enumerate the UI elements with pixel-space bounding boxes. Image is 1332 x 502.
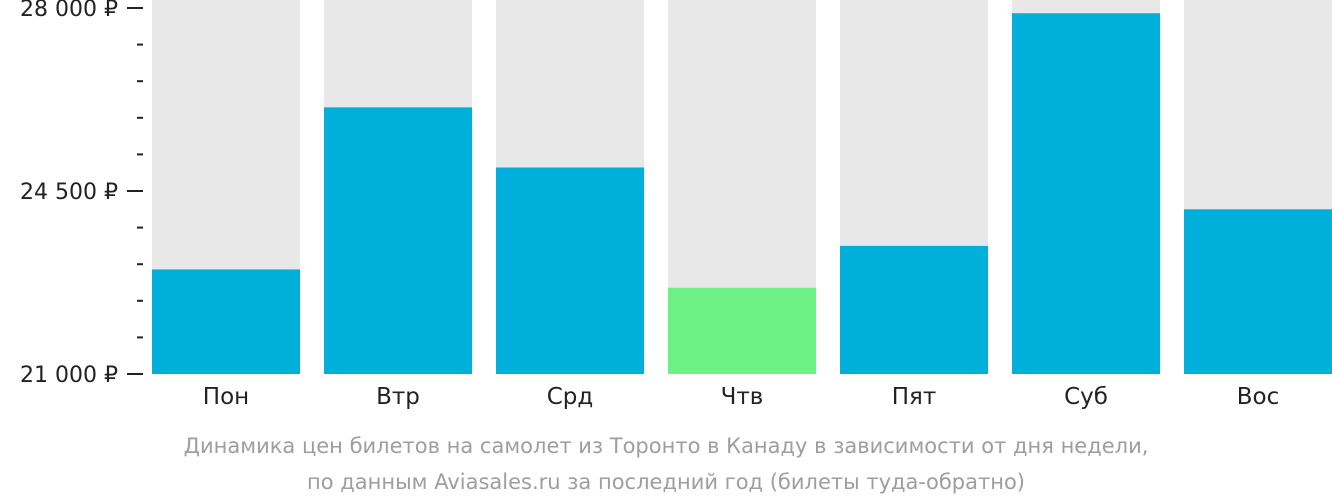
bar <box>1184 209 1332 374</box>
bar <box>496 167 644 374</box>
bar <box>324 107 472 374</box>
y-tick-label: 21 000 ₽ <box>20 363 118 388</box>
x-tick-label: Пят <box>892 384 937 410</box>
x-tick-label: Суб <box>1064 384 1108 410</box>
x-tick-label: Вос <box>1237 384 1280 410</box>
x-tick-label: Срд <box>547 384 594 410</box>
bar <box>152 269 300 374</box>
chart-caption-line-1: Динамика цен билетов на самолет из Торон… <box>183 434 1149 458</box>
price-bar-chart: Пон Втр Срд Чтв Пят Суб Вос 21 000 ₽ 24 500 ₽ 28 … <box>20 0 1332 410</box>
bar <box>840 245 988 374</box>
x-tick-label: Втр <box>376 384 420 410</box>
bar <box>1012 13 1160 374</box>
y-tick-label: 28 000 ₽ <box>20 0 118 22</box>
y-tick-label: 24 500 ₽ <box>20 180 118 205</box>
x-tick-label: Пон <box>203 384 249 410</box>
x-tick-label: Чтв <box>721 384 764 410</box>
chart-caption-line-2: по данным Aviasales.ru за последний год … <box>307 470 1025 494</box>
bar <box>668 287 816 374</box>
